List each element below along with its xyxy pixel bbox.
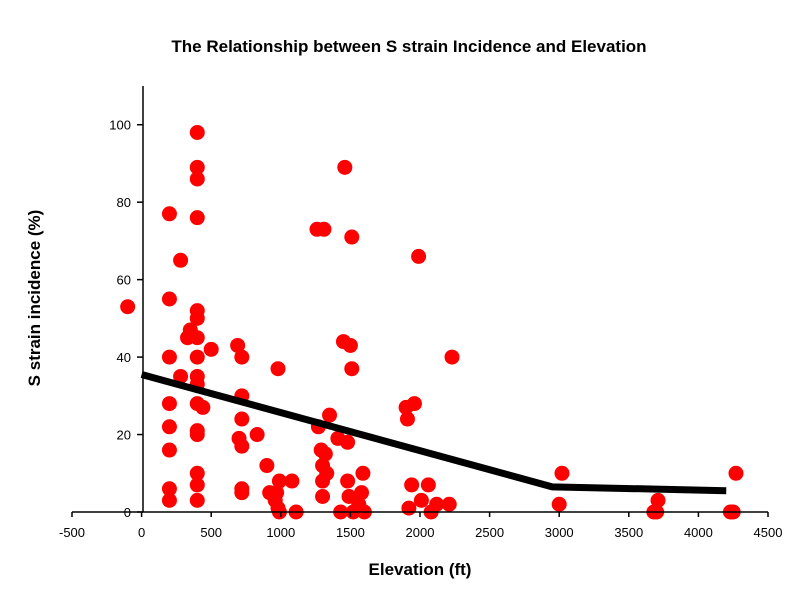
data-point bbox=[173, 252, 189, 268]
data-point bbox=[161, 291, 177, 307]
trend-line-group bbox=[140, 371, 727, 495]
data-point bbox=[234, 485, 250, 501]
data-point bbox=[650, 492, 666, 508]
data-point bbox=[120, 299, 136, 315]
data-point bbox=[203, 341, 219, 357]
data-point bbox=[189, 124, 205, 140]
x-tick-label: -500 bbox=[59, 525, 85, 540]
data-point bbox=[234, 411, 250, 427]
data-point bbox=[420, 477, 436, 493]
data-point bbox=[342, 337, 358, 353]
data-point bbox=[161, 492, 177, 508]
data-point bbox=[189, 477, 205, 493]
x-tick-label: 3000 bbox=[545, 525, 574, 540]
data-point bbox=[401, 500, 417, 516]
data-point bbox=[270, 361, 286, 377]
x-tick-label: 4000 bbox=[684, 525, 713, 540]
data-point bbox=[344, 229, 360, 245]
data-point bbox=[355, 465, 371, 481]
y-axis-ticks: 0 20 40 60 80 100 bbox=[109, 118, 143, 520]
data-point bbox=[429, 496, 445, 512]
data-point bbox=[189, 159, 205, 175]
x-tick-label: 4500 bbox=[754, 525, 783, 540]
data-point bbox=[234, 349, 250, 365]
data-point bbox=[551, 496, 567, 512]
data-point bbox=[340, 434, 356, 450]
x-tick-label: 2000 bbox=[406, 525, 435, 540]
data-point bbox=[444, 349, 460, 365]
y-tick-label: 100 bbox=[109, 118, 131, 133]
data-point bbox=[161, 481, 177, 497]
data-point bbox=[317, 446, 333, 462]
data-point bbox=[404, 477, 420, 493]
data-point bbox=[413, 492, 429, 508]
data-point bbox=[322, 407, 338, 423]
y-tick-label: 0 bbox=[124, 505, 131, 520]
y-tick-label: 60 bbox=[117, 273, 131, 288]
data-point bbox=[189, 427, 205, 443]
y-tick-label: 20 bbox=[117, 428, 131, 443]
chart-title: The Relationship between S strain Incide… bbox=[171, 37, 646, 56]
data-point bbox=[230, 337, 246, 353]
data-points bbox=[120, 124, 744, 520]
x-tick-label: 0 bbox=[138, 525, 145, 540]
x-tick-label: 1500 bbox=[336, 525, 365, 540]
data-point bbox=[271, 473, 287, 489]
data-point bbox=[344, 361, 360, 377]
data-point bbox=[406, 396, 422, 412]
trend-line bbox=[140, 371, 727, 495]
data-point bbox=[195, 399, 211, 415]
data-point bbox=[234, 438, 250, 454]
x-tick-label: 1000 bbox=[266, 525, 295, 540]
x-tick-label: 2500 bbox=[475, 525, 504, 540]
data-point bbox=[161, 419, 177, 435]
data-point bbox=[249, 427, 265, 443]
data-point bbox=[161, 349, 177, 365]
data-point bbox=[161, 206, 177, 222]
data-point bbox=[399, 411, 415, 427]
data-point bbox=[354, 485, 370, 501]
data-point bbox=[189, 310, 205, 326]
data-point bbox=[189, 210, 205, 226]
x-tick-label: 500 bbox=[200, 525, 222, 540]
data-point bbox=[189, 492, 205, 508]
x-tick-label: 3500 bbox=[614, 525, 643, 540]
data-point bbox=[340, 473, 356, 489]
data-point bbox=[411, 248, 427, 264]
data-point bbox=[161, 442, 177, 458]
data-point bbox=[728, 465, 744, 481]
data-point bbox=[315, 489, 331, 505]
data-point bbox=[161, 396, 177, 412]
x-axis-ticks: -500 0 500 1000 1500 2000 2500 3000 3500 4000 4500 bbox=[59, 512, 782, 540]
data-point bbox=[189, 330, 205, 346]
data-point bbox=[337, 159, 353, 175]
data-point bbox=[441, 496, 457, 512]
y-axis-label: S strain incidence (%) bbox=[25, 210, 44, 387]
y-tick-label: 80 bbox=[117, 195, 131, 210]
y-tick-label: 40 bbox=[117, 350, 131, 365]
data-point bbox=[554, 465, 570, 481]
x-axis-label: Elevation (ft) bbox=[369, 560, 472, 579]
data-point bbox=[189, 349, 205, 365]
data-point bbox=[189, 171, 205, 187]
data-point bbox=[269, 485, 285, 501]
data-point bbox=[259, 458, 275, 474]
data-point bbox=[189, 465, 205, 481]
data-point bbox=[316, 221, 332, 237]
data-point bbox=[319, 465, 335, 481]
data-point bbox=[284, 473, 300, 489]
data-point bbox=[173, 368, 189, 384]
